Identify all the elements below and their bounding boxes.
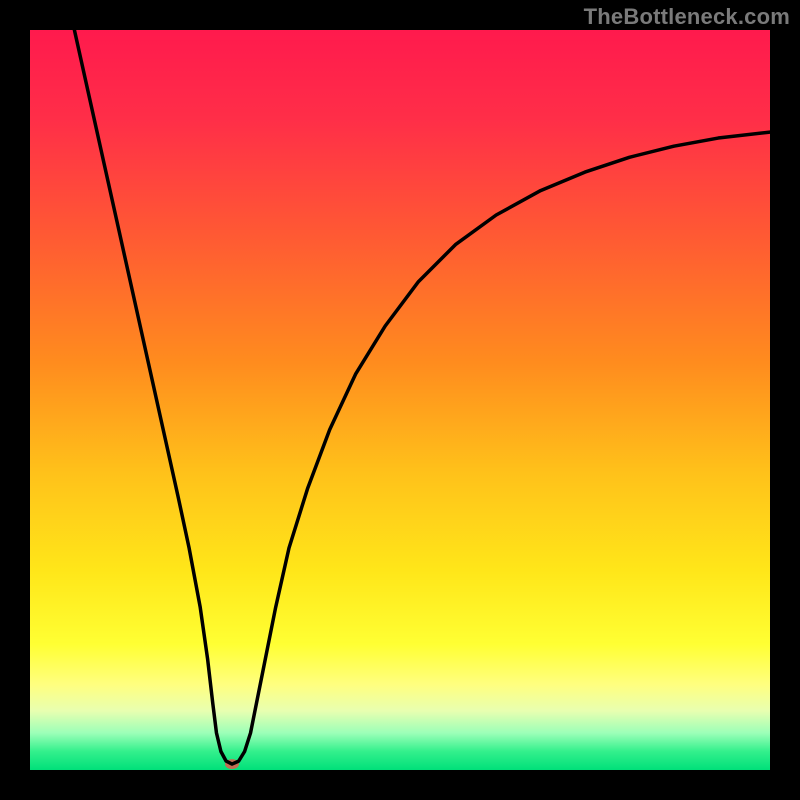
- plot-area: [30, 30, 770, 770]
- chart-svg: [30, 30, 770, 770]
- gradient-background: [30, 30, 770, 770]
- watermark-text: TheBottleneck.com: [584, 4, 790, 30]
- chart-frame: TheBottleneck.com: [0, 0, 800, 800]
